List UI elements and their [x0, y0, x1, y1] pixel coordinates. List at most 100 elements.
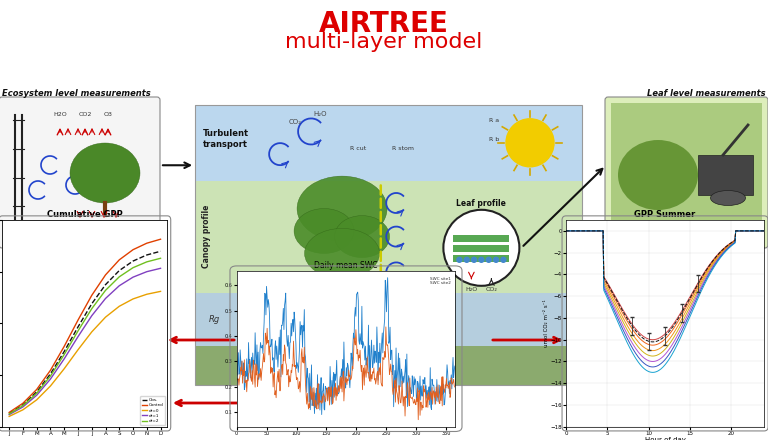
dr=0 [60, 366, 69, 371]
dr=2 [74, 328, 83, 334]
dr=1 [32, 392, 41, 398]
Circle shape [464, 257, 469, 262]
Ellipse shape [294, 209, 354, 253]
Text: H₂O: H₂O [465, 287, 478, 292]
dr=2 [60, 352, 69, 357]
Bar [453, 245, 509, 252]
X-axis label: Hour of day: Hour of day [644, 437, 686, 440]
dr=0 [114, 304, 124, 309]
Ellipse shape [335, 216, 389, 257]
Bar [195, 293, 582, 346]
dr=1 [156, 266, 165, 271]
Obs. [101, 282, 110, 287]
Bar [611, 103, 762, 242]
dr=0 [32, 397, 41, 403]
Text: H2O: H2O [53, 112, 67, 117]
Text: Leaf level measurements: Leaf level measurements [647, 89, 766, 98]
Line: dr=2: dr=2 [9, 258, 161, 414]
Control [74, 318, 83, 323]
Y-axis label: umol CO₂ m⁻² s⁻¹: umol CO₂ m⁻² s⁻¹ [544, 300, 549, 347]
Bar [195, 105, 582, 180]
Obs. [142, 253, 151, 258]
Circle shape [494, 257, 498, 262]
dr=2 [128, 265, 137, 270]
Circle shape [472, 257, 477, 262]
Ellipse shape [297, 176, 387, 241]
Text: O3: O3 [104, 112, 112, 117]
Text: CO₂: CO₂ [485, 287, 498, 292]
Text: R cut: R cut [349, 147, 366, 151]
Title: GPP Summer: GPP Summer [634, 210, 696, 219]
Line: Control: Control [9, 239, 161, 412]
Bar [698, 155, 753, 195]
Obs. [74, 324, 83, 330]
Bar [453, 235, 509, 242]
Ellipse shape [710, 191, 746, 205]
dr=2 [46, 374, 55, 379]
FancyBboxPatch shape [0, 97, 160, 248]
Line: dr=0: dr=0 [9, 291, 161, 416]
dr=1 [46, 376, 55, 381]
Circle shape [506, 119, 554, 167]
Circle shape [486, 257, 492, 262]
dr=1 [87, 313, 96, 319]
Control [114, 257, 124, 263]
FancyBboxPatch shape [605, 97, 768, 248]
Control [87, 293, 96, 298]
Text: R b: R b [489, 137, 499, 142]
Text: CO2: CO2 [78, 112, 91, 117]
dr=0 [128, 296, 137, 301]
dr=1 [18, 404, 28, 410]
Text: CO₂: CO₂ [288, 119, 301, 125]
Text: H₂O: H₂O [313, 111, 327, 117]
dr=2 [101, 288, 110, 293]
Bar [5, 231, 154, 243]
dr=0 [101, 315, 110, 320]
Bar [195, 105, 582, 385]
dr=0 [156, 289, 165, 294]
dr=2 [142, 259, 151, 264]
dr=2 [32, 391, 41, 396]
Obs. [60, 349, 69, 354]
Text: AIRTREE: AIRTREE [319, 10, 449, 38]
Obs. [46, 371, 55, 377]
Title: Daily mean SWC: Daily mean SWC [314, 261, 378, 270]
Bar [453, 255, 509, 262]
dr=2 [5, 411, 14, 417]
Control [60, 344, 69, 349]
Obs. [5, 411, 14, 416]
Obs. [156, 249, 165, 254]
Control [32, 387, 41, 392]
dr=0 [142, 292, 151, 297]
Control [156, 237, 165, 242]
dr=1 [74, 334, 83, 339]
Obs. [18, 402, 28, 407]
Circle shape [501, 257, 506, 262]
dr=0 [5, 414, 14, 419]
Line: Obs.: Obs. [9, 251, 161, 413]
Text: Soil processes: Soil processes [349, 360, 428, 370]
Control [46, 367, 55, 373]
dr=2 [156, 256, 165, 261]
dr=1 [142, 269, 151, 274]
dr=1 [128, 275, 137, 280]
Ellipse shape [618, 140, 698, 210]
Bar [195, 346, 582, 385]
Legend: Obs., Control, dr=0, dr=1, dr=2: Obs., Control, dr=0, dr=1, dr=2 [141, 396, 165, 425]
dr=1 [101, 296, 110, 301]
Text: Rg: Rg [209, 315, 220, 324]
Text: Leaf profile: Leaf profile [456, 199, 506, 208]
Text: Ecosystem level measurements: Ecosystem level measurements [2, 89, 151, 98]
dr=1 [60, 356, 69, 361]
Obs. [32, 389, 41, 395]
Obs. [87, 301, 96, 306]
Text: multi-layer model: multi-layer model [286, 32, 482, 52]
dr=0 [46, 383, 55, 389]
dr=2 [87, 306, 96, 312]
Control [5, 410, 14, 415]
Control [142, 241, 151, 246]
dr=1 [114, 283, 124, 288]
Text: R stom: R stom [392, 147, 415, 151]
Circle shape [457, 257, 462, 262]
dr=2 [18, 403, 28, 408]
